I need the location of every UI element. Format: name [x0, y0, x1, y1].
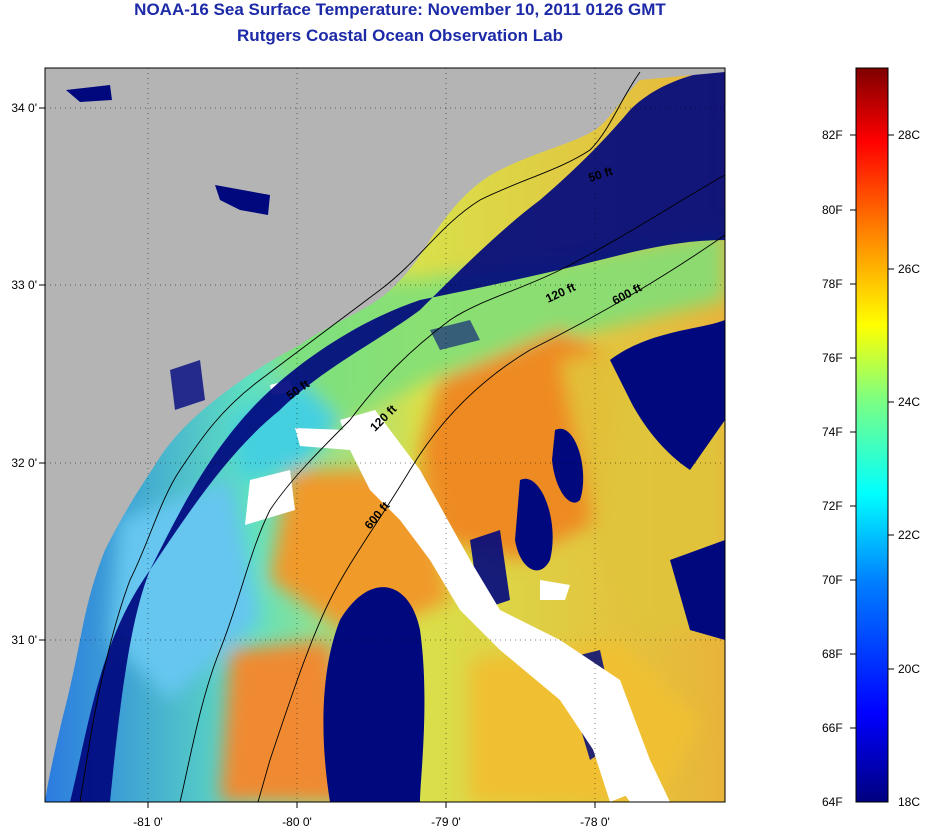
- colorbar-label-82f: 82F: [822, 128, 843, 142]
- colorbar-label-68f: 68F: [822, 647, 843, 661]
- longitude-labels: -81 0' -80 0' -79 0' -78 0': [133, 815, 610, 829]
- land-area: [45, 68, 725, 802]
- map-ticks: [39, 107, 596, 808]
- colorbar-label-78f: 78F: [822, 277, 843, 291]
- lat-label-32: 32 0': [11, 456, 37, 470]
- nearshore-cold-water: [70, 68, 725, 802]
- colorbar-label-70f: 70F: [822, 573, 843, 587]
- latitude-labels: 34 0' 33 0' 32 0' 31 0': [11, 101, 37, 647]
- lon-label-78: -78 0': [580, 815, 610, 829]
- isobath-lines: [79, 71, 725, 802]
- colorbar-label-80f: 80F: [822, 203, 843, 217]
- colorbar-label-72f: 72F: [822, 499, 843, 513]
- map-subtitle: Rutgers Coastal Ocean Observation Lab: [237, 26, 563, 45]
- map-image: 50 ft 120 ft 600 ft 50 ft 120 ft 600 ft: [45, 68, 725, 802]
- lat-label-34: 34 0': [11, 101, 37, 115]
- colorbar-label-20c: 20C: [898, 662, 921, 676]
- colorbar-label-28c: 28C: [898, 128, 921, 142]
- colorbar-label-18c: 18C: [898, 795, 921, 809]
- lat-label-33: 33 0': [11, 278, 37, 292]
- colorbar-label-64f: 64F: [822, 795, 843, 809]
- map-border: [44, 67, 726, 803]
- map-title: NOAA-16 Sea Surface Temperature: Novembe…: [134, 0, 666, 19]
- lon-label-80: -80 0': [282, 815, 312, 829]
- colorbar-label-66f: 66F: [822, 721, 843, 735]
- colorbar-label-22c: 22C: [898, 528, 921, 542]
- lon-label-81: -81 0': [133, 815, 163, 829]
- colorbar: [855, 67, 889, 803]
- graticule: [45, 68, 725, 802]
- colorbar-label-26c: 26C: [898, 262, 921, 276]
- colorbar-label-76f: 76F: [822, 351, 843, 365]
- colorbar-ticks: [850, 134, 894, 729]
- lat-label-31: 31 0': [11, 633, 37, 647]
- lon-label-79: -79 0': [431, 815, 461, 829]
- colorbar-label-24c: 24C: [898, 395, 921, 409]
- colorbar-label-74f: 74F: [822, 425, 843, 439]
